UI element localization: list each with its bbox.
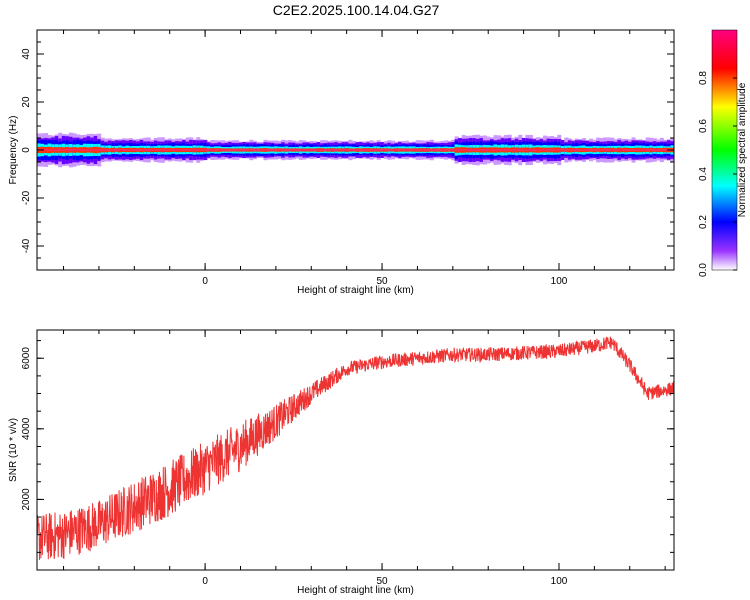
spectrogram-plot-area [37,132,674,168]
spectrogram-x-tick-label: 0 [202,276,208,287]
spectrogram-y-tick-label: 40 [21,48,32,60]
colorbar-gradient [711,29,738,271]
snr-y-tick-label: 4000 [21,417,32,440]
spectrogram-x-tick-label: 50 [376,276,388,287]
snr-y-tick-label: 2000 [21,488,32,511]
snr-x-tick-label: 0 [202,576,208,587]
spectrogram-y-label: Frequency (Hz) [8,116,19,185]
snr-ticks: 0 50 100 2000 4000 6000 [21,330,674,587]
colorbar-tick-label: 0.0 [698,263,709,277]
colorbar-tick-label: 0.6 [698,119,709,133]
colorbar-label: Normalized spectral amplitude [737,82,748,217]
snr-panel: 0 50 100 2000 4000 6000 Height of straight li… [8,329,675,596]
spectrogram-x-tick-label: 100 [551,276,568,287]
snr-frame [36,329,675,571]
snr-y-tick-label: 6000 [21,347,32,370]
spectrogram-ticks: 0 50 100 -40 -20 0 20 40 [21,29,674,287]
colorbar-tick-label: 0.8 [698,71,709,85]
snr-series-line [37,336,674,560]
colorbar: 0.0 0.2 0.4 0.6 0.8 Normalized spectral ampl… [698,29,748,277]
spectrogram-x-label: Height of straight line (km) [297,285,414,296]
colorbar-ticks: 0.0 0.2 0.4 0.6 0.8 [698,71,737,277]
snr-plot-area [37,336,674,560]
spectrogram-y-tick-label: -40 [21,238,32,253]
snr-x-label: Height of straight line (km) [297,585,414,596]
figure-title: C2E2.2025.100.14.04.G27 [272,2,440,18]
spectrogram-y-tick-label: 20 [21,96,32,108]
snr-x-tick-label: 100 [551,576,568,587]
spectrogram-panel: 0 50 100 -40 -20 0 20 40 Height of straight lin… [8,29,675,296]
snr-y-label: SNR (10 * v/v) [8,418,19,482]
spectrogram-y-tick-label: 0 [21,147,32,153]
snr-x-tick-label: 50 [376,576,388,587]
colorbar-tick-label: 0.4 [698,167,709,181]
colorbar-tick-label: 0.2 [698,215,709,229]
spectrogram-y-tick-label: -20 [21,190,32,205]
